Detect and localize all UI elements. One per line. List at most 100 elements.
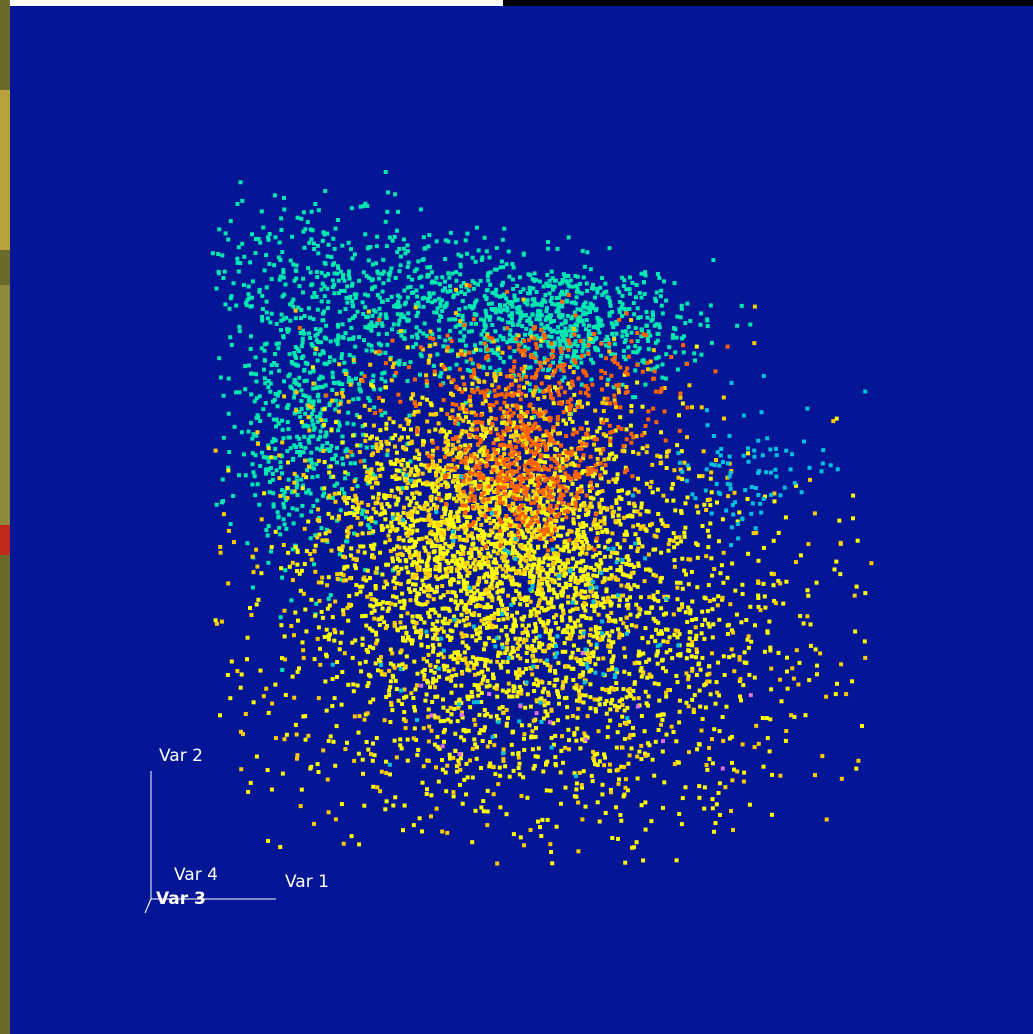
scatter-point (500, 550, 505, 555)
scatter-point (384, 421, 389, 426)
scatter-point (401, 538, 406, 543)
scatter-point (611, 385, 616, 390)
scatter-point (699, 311, 704, 316)
scatter-point (453, 683, 458, 688)
scatter-point (587, 329, 591, 334)
scatter-point (813, 647, 818, 652)
scatter-point (760, 716, 765, 720)
scatter-point (310, 365, 315, 370)
scatter-point (447, 275, 452, 280)
scatter-point (588, 616, 593, 621)
scatter-point (415, 528, 420, 533)
scatter-point (763, 494, 767, 499)
scatter-point (302, 368, 307, 373)
scatter-point (546, 375, 551, 380)
scatter-point (685, 495, 690, 500)
scatter-point (593, 707, 598, 711)
scatter-point (524, 650, 529, 655)
scatter-point (673, 327, 678, 332)
scatter-point (370, 553, 375, 558)
scatter-point (610, 836, 615, 840)
scatter-point (265, 533, 270, 538)
scatter-point (416, 747, 421, 752)
scatter-point (253, 453, 258, 458)
scatter-point (512, 420, 517, 425)
scatter-point (628, 423, 633, 428)
scatter-point (685, 620, 690, 624)
scatter-point (406, 260, 411, 265)
scatter-point (366, 672, 371, 677)
scatter-point (404, 485, 409, 490)
scatter-point (329, 428, 334, 433)
scatter-point (644, 659, 649, 664)
scatter-point (265, 316, 270, 321)
scatter-point (437, 642, 442, 647)
scatter-point (336, 428, 341, 433)
scatter-point (469, 612, 474, 617)
scatter-point (558, 604, 563, 609)
scatter-point (444, 789, 449, 794)
scatter-point (412, 659, 417, 664)
scatter-point (700, 524, 705, 528)
scatter-point (582, 533, 587, 538)
scatter-point (443, 770, 448, 775)
scatter-point (226, 468, 231, 473)
scatter-point (439, 407, 444, 412)
scatter-point (733, 588, 738, 593)
scatter-point (566, 560, 570, 565)
scatter-point (594, 562, 599, 567)
scatter-point (744, 618, 749, 622)
scatter-point (488, 554, 493, 559)
scatter-point (369, 343, 374, 348)
scatter-point (520, 623, 525, 628)
scatter-point (544, 491, 549, 496)
scatter-point (322, 486, 327, 491)
scatter-point (405, 345, 410, 350)
scatter-point (702, 785, 707, 790)
scatter-point (471, 480, 476, 485)
scatter-point (583, 608, 588, 613)
scatter-point (603, 545, 608, 550)
scatter-point (605, 631, 610, 636)
scatter-point (593, 624, 598, 629)
scatter-point (510, 694, 515, 699)
scatter-point (336, 324, 341, 329)
scatter-point (556, 295, 561, 300)
scatter-point (548, 320, 553, 325)
scatter-plot[interactable]: Var 2 Var 4 Var 1 Var 3 (10, 6, 1033, 1034)
scatter-point (729, 628, 734, 633)
scatter-point (457, 535, 462, 540)
scatter-point (273, 529, 278, 534)
scatter-point (495, 581, 500, 586)
scatter-point (656, 620, 661, 625)
scatter-point (472, 281, 477, 286)
scatter-point (622, 792, 627, 797)
scatter-point (347, 337, 352, 342)
scatter-point (785, 669, 789, 674)
scatter-point (487, 418, 491, 423)
scatter-point (466, 551, 471, 555)
scatter-point (660, 718, 665, 722)
scatter-point (631, 725, 635, 730)
scatter-point (528, 289, 533, 294)
scatter-point (569, 655, 574, 660)
scatter-point (459, 683, 464, 688)
scatter-plot-canvas[interactable]: Var 2 Var 4 Var 1 Var 3 (10, 6, 1033, 1034)
scatter-point (528, 613, 533, 618)
scatter-point (572, 349, 577, 354)
scatter-point (519, 310, 524, 315)
scatter-point (450, 517, 455, 522)
scatter-point (453, 731, 458, 736)
scatter-point (285, 420, 290, 425)
scatter-point (345, 501, 349, 506)
scatter-point (380, 466, 385, 471)
scatter-point (489, 454, 494, 458)
scatter-point (643, 270, 648, 275)
scatter-point (428, 607, 433, 612)
scatter-point (495, 352, 500, 357)
scatter-point (677, 812, 682, 816)
scatter-point (556, 626, 561, 631)
scatter-point (708, 692, 713, 697)
scatter-point (248, 260, 253, 265)
scatter-point (448, 513, 452, 518)
